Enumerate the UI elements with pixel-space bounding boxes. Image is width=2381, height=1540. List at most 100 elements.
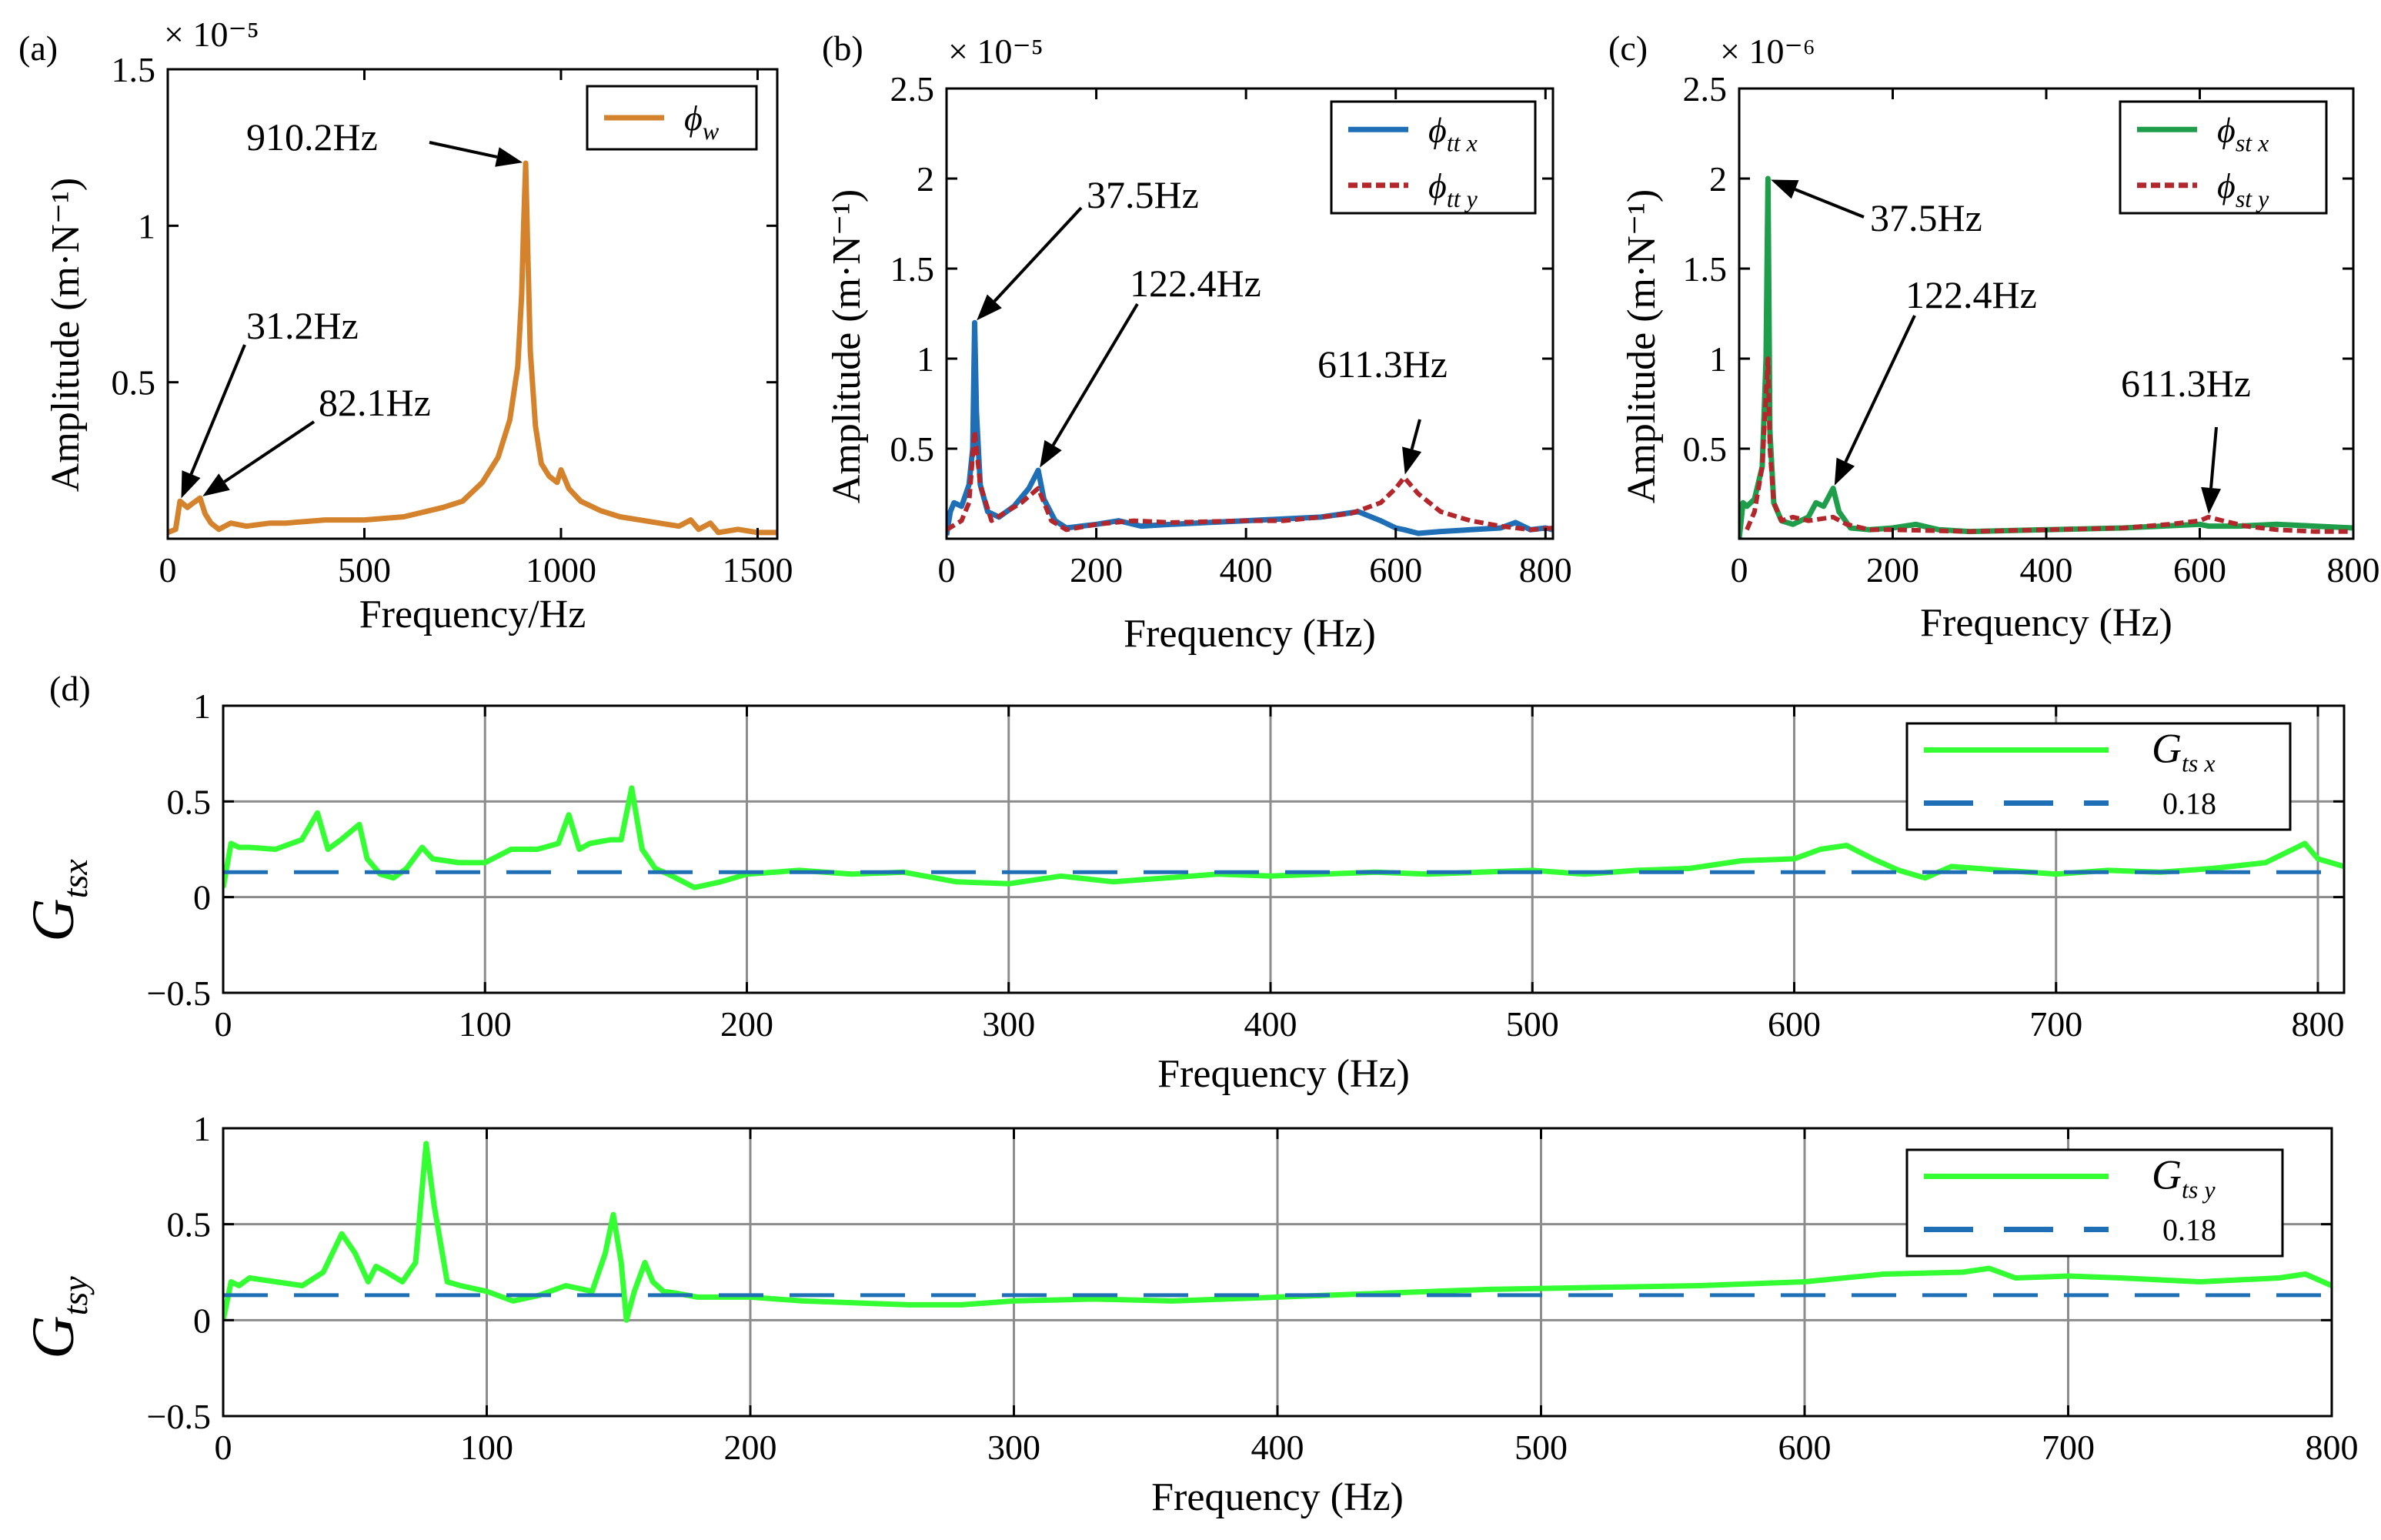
annotation-label-c-2: 611.3Hz	[2121, 362, 2251, 405]
ytick-label-d1-3: 1	[193, 686, 211, 726]
legend-label-sub-a-0: w	[703, 117, 720, 145]
chart-d1: 0 100 200 300 400 500 600 700 800−0.500.51Freque…	[19, 686, 2346, 1096]
y-axis-label-sub-d2: tsy	[55, 1276, 95, 1316]
axes-box-a	[166, 68, 779, 540]
xtick-label-b-3: 600	[1369, 550, 1422, 590]
y-axis-label-base-d1: G	[19, 898, 86, 941]
annotation-arrow-line-c-1	[1844, 315, 1916, 463]
xtick-label-b-2: 400	[1220, 550, 1273, 590]
annotation-arrow-line-c-0	[1794, 188, 1865, 219]
annotation-arrowhead-b-1	[1040, 439, 1062, 468]
legend-box-a	[586, 85, 758, 151]
annotation-arrow-line-b-1	[1051, 302, 1139, 446]
xtick-label-d1-8: 800	[2291, 1004, 2344, 1044]
xtick-label-a-1: 500	[338, 550, 391, 590]
exponent-label-c: × 10⁻⁶	[1720, 32, 1815, 71]
xtick-label-a-0: 0	[159, 550, 177, 590]
y-axis-label-c: Amplitude (m·N⁻¹)	[1620, 189, 1664, 503]
xtick-label-d1-5: 500	[1506, 1004, 1559, 1044]
series-line-d2-0	[223, 1141, 2332, 1323]
exponent-label-a: × 10⁻⁵	[164, 15, 259, 54]
y-axis-label-a: Amplitude (m·N⁻¹)	[44, 178, 88, 492]
annotation-label-c-0: 37.5Hz	[1870, 196, 1982, 239]
legend-label-base-b-0: ϕ	[1428, 110, 1447, 149]
legend-label-sub-d1-0: ts x	[2182, 750, 2216, 777]
legend-label-d2-0: Gts y	[2152, 1152, 2216, 1204]
annotation-label-a-2: 82.1Hz	[319, 381, 431, 424]
annotation-arrow-line-c-2	[2209, 426, 2218, 489]
ytick-label-d2-3: 1	[193, 1109, 211, 1148]
ytick-label-c-3: 2	[1709, 159, 1727, 199]
xtick-label-d1-4: 400	[1244, 1004, 1297, 1044]
ytick-label-c-4: 2.5	[1683, 69, 1728, 109]
ytick-label-a-1: 1	[138, 206, 155, 246]
ytick-label-b-4: 2.5	[890, 69, 935, 109]
legend-label-base-d2-0: G	[2152, 1152, 2182, 1198]
annotation-label-b-1: 122.4Hz	[1130, 262, 1261, 305]
legend-label-sub-c-1: st y	[2236, 185, 2269, 212]
x-axis-label-b: Frequency (Hz)	[1124, 612, 1376, 656]
legend-label-base-c-1: ϕ	[2217, 166, 2236, 205]
x-axis-label-d2: Frequency (Hz)	[1151, 1475, 1404, 1519]
xtick-label-c-4: 800	[2327, 550, 2380, 590]
annotation-arrowhead-a-1	[181, 470, 201, 499]
annotation-arrowhead-a-0	[495, 147, 523, 167]
ytick-label-d2-2: 0.5	[167, 1205, 212, 1244]
xtick-label-c-1: 200	[1866, 550, 1919, 590]
xtick-label-a-2: 1000	[526, 550, 596, 590]
annotation-label-a-1: 31.2Hz	[246, 304, 359, 347]
annotation-label-b-2: 611.3Hz	[1317, 342, 1448, 386]
legend-label-base-d1-0: G	[2152, 726, 2182, 772]
xtick-label-a-3: 1500	[722, 550, 793, 590]
xtick-label-d2-3: 300	[987, 1428, 1040, 1467]
x-axis-label-a: Frequency/Hz	[359, 593, 586, 636]
xtick-label-d1-6: 600	[1768, 1004, 1821, 1044]
xtick-label-d1-7: 700	[2029, 1004, 2082, 1044]
legend-label-c-1: ϕst y	[2217, 166, 2269, 212]
legend-label-b-1: ϕtt y	[1428, 166, 1478, 212]
xtick-label-c-2: 400	[2020, 550, 2073, 590]
x-axis-label-d1: Frequency (Hz)	[1157, 1052, 1410, 1096]
ytick-label-d1-1: 0	[193, 878, 211, 917]
annotation-arrowhead-c-1	[1834, 457, 1855, 486]
xtick-label-c-3: 600	[2173, 550, 2226, 590]
legend-label-sub-c-0: st x	[2236, 129, 2269, 156]
xtick-label-d1-0: 0	[215, 1004, 232, 1044]
ytick-label-b-0: 0.5	[890, 429, 935, 469]
xtick-label-b-1: 200	[1070, 550, 1123, 590]
chart-b: 0 200 400 600 800 0.5 1 1.5 2 2.5 Frequency (Hz) Am…	[825, 32, 1572, 656]
ytick-label-b-1: 1	[917, 339, 934, 379]
legend-label-base-a-0: ϕ	[684, 99, 703, 138]
ytick-label-d1-0: −0.5	[147, 974, 211, 1013]
xtick-label-d2-7: 700	[2042, 1428, 2095, 1467]
annotation-arrowhead-a-2	[202, 473, 230, 496]
series-line-b-1	[947, 428, 1553, 533]
chart-d2: 0 100 200 300 400 500 600 700 800−0.500.51Freque…	[19, 1109, 2359, 1519]
xtick-label-d2-5: 500	[1514, 1428, 1568, 1467]
ytick-label-d2-1: 0	[193, 1301, 211, 1340]
y-axis-label-base-d2: G	[19, 1315, 86, 1358]
chart-a: 0 500 1000 1500 0.5 1 1.5 Frequency/Hz Amplitude…	[44, 15, 793, 636]
legend-box-d1	[1905, 722, 2292, 831]
annotation-label-b-0: 37.5Hz	[1087, 173, 1199, 216]
xtick-label-d1-1: 100	[459, 1004, 512, 1044]
ytick-label-b-3: 2	[917, 159, 934, 199]
y-axis-label-sub-d1: tsx	[55, 859, 95, 899]
legend-label-b-0: ϕtt x	[1428, 110, 1478, 156]
legend-label-d1-0: Gts x	[2152, 726, 2216, 777]
panel-label-a: (a)	[18, 28, 58, 68]
panel-label-c: (c)	[1608, 28, 1648, 68]
annotation-label-c-1: 122.4Hz	[1905, 273, 2037, 316]
series-line-c-0	[1739, 175, 2353, 539]
legend-label-d1-1: 0.18	[2162, 787, 2216, 821]
annotation-arrow-line-a-0	[429, 141, 498, 159]
ytick-label-d2-0: −0.5	[147, 1397, 211, 1436]
series-line-b-0	[947, 319, 1553, 536]
annotation-arrow-line-b-2	[1410, 419, 1421, 450]
series-line-a-0	[168, 160, 777, 536]
xtick-label-d2-0: 0	[215, 1428, 232, 1467]
xtick-label-d2-1: 100	[460, 1428, 513, 1467]
annotation-arrowhead-c-2	[2201, 486, 2222, 514]
legend-label-c-0: ϕst x	[2217, 110, 2269, 156]
legend-label-sub-b-1: tt y	[1447, 185, 1478, 212]
